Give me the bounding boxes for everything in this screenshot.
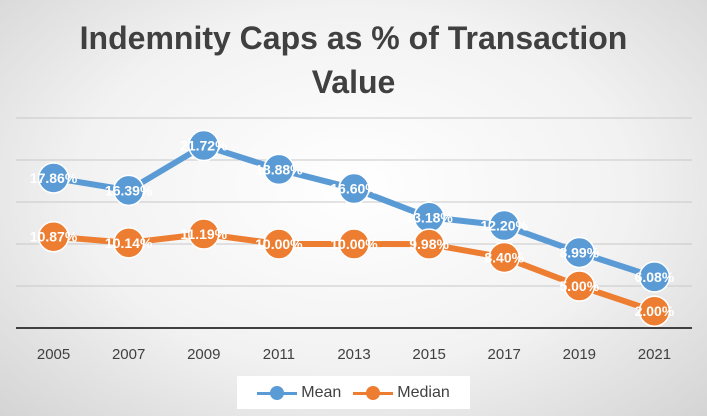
chart-title: Indemnity Caps as % of Transaction Value — [0, 16, 707, 104]
data-point — [112, 227, 145, 259]
data-point — [37, 162, 70, 194]
data-point — [563, 236, 596, 269]
data-label: 11.19% — [180, 226, 227, 242]
data-point — [37, 220, 70, 253]
data-point — [413, 228, 445, 260]
data-point — [338, 172, 370, 205]
series-mean: 17.86% 16.39% 21.72% 18.88% 16.60% 13.18% 12.2… — [30, 129, 675, 293]
data-point — [188, 218, 220, 250]
legend: Mean Median — [237, 376, 470, 409]
data-point — [488, 241, 520, 274]
x-tick-label: 2015 — [412, 346, 445, 363]
data-point — [263, 228, 295, 260]
data-label: 8.99% — [559, 244, 599, 260]
data-label: 8.40% — [484, 249, 524, 265]
x-tick-label: 2021 — [638, 346, 671, 363]
x-tick-label: 2013 — [337, 346, 370, 363]
x-tick-label: 2011 — [263, 346, 295, 363]
data-point — [638, 295, 671, 327]
chart-title-line2: Value — [311, 64, 396, 100]
legend-label-mean: Mean — [301, 383, 342, 401]
data-label: 9.98% — [409, 236, 449, 252]
data-label: 17.86% — [30, 170, 78, 186]
chart-title-line1: Indemnity Caps as % of Transaction — [79, 20, 628, 56]
data-point — [638, 261, 671, 293]
x-tick-label: 2005 — [37, 346, 70, 363]
x-tick-label: 2019 — [563, 346, 596, 363]
x-tick-label: 2007 — [112, 346, 145, 363]
data-point — [188, 129, 220, 162]
data-label: 10.00% — [255, 236, 303, 252]
legend-swatch-median — [353, 385, 394, 400]
data-label: 21.72% — [180, 138, 228, 154]
data-label: 18.88% — [255, 161, 303, 177]
legend-swatch-mean — [257, 385, 298, 400]
data-point — [488, 209, 520, 242]
data-label: 16.39% — [105, 182, 153, 198]
data-label: 5.00% — [559, 278, 599, 294]
data-point — [563, 270, 596, 302]
data-label: 16.60% — [330, 181, 378, 197]
data-label: 6.08% — [635, 269, 675, 285]
data-label: 13.18% — [405, 209, 453, 225]
data-point — [263, 153, 295, 186]
x-tick-label: 2017 — [488, 346, 521, 363]
data-point — [338, 228, 370, 260]
series-median: 10.87% 10.14% 11.19% 10.00% 10.00% 9.98% 8.40%… — [30, 218, 675, 327]
legend-label-median: Median — [397, 383, 450, 401]
data-label: 10.87% — [30, 229, 78, 245]
data-label: 12.20% — [480, 218, 528, 234]
legend-item-mean[interactable]: Mean — [257, 384, 341, 402]
x-tick-label: 2009 — [187, 346, 220, 363]
data-label: 10.14% — [105, 235, 153, 251]
legend-item-median[interactable]: Median — [353, 383, 450, 402]
data-label: 2.00% — [635, 303, 675, 319]
data-label: 10.00% — [330, 236, 378, 252]
data-point — [112, 174, 145, 207]
